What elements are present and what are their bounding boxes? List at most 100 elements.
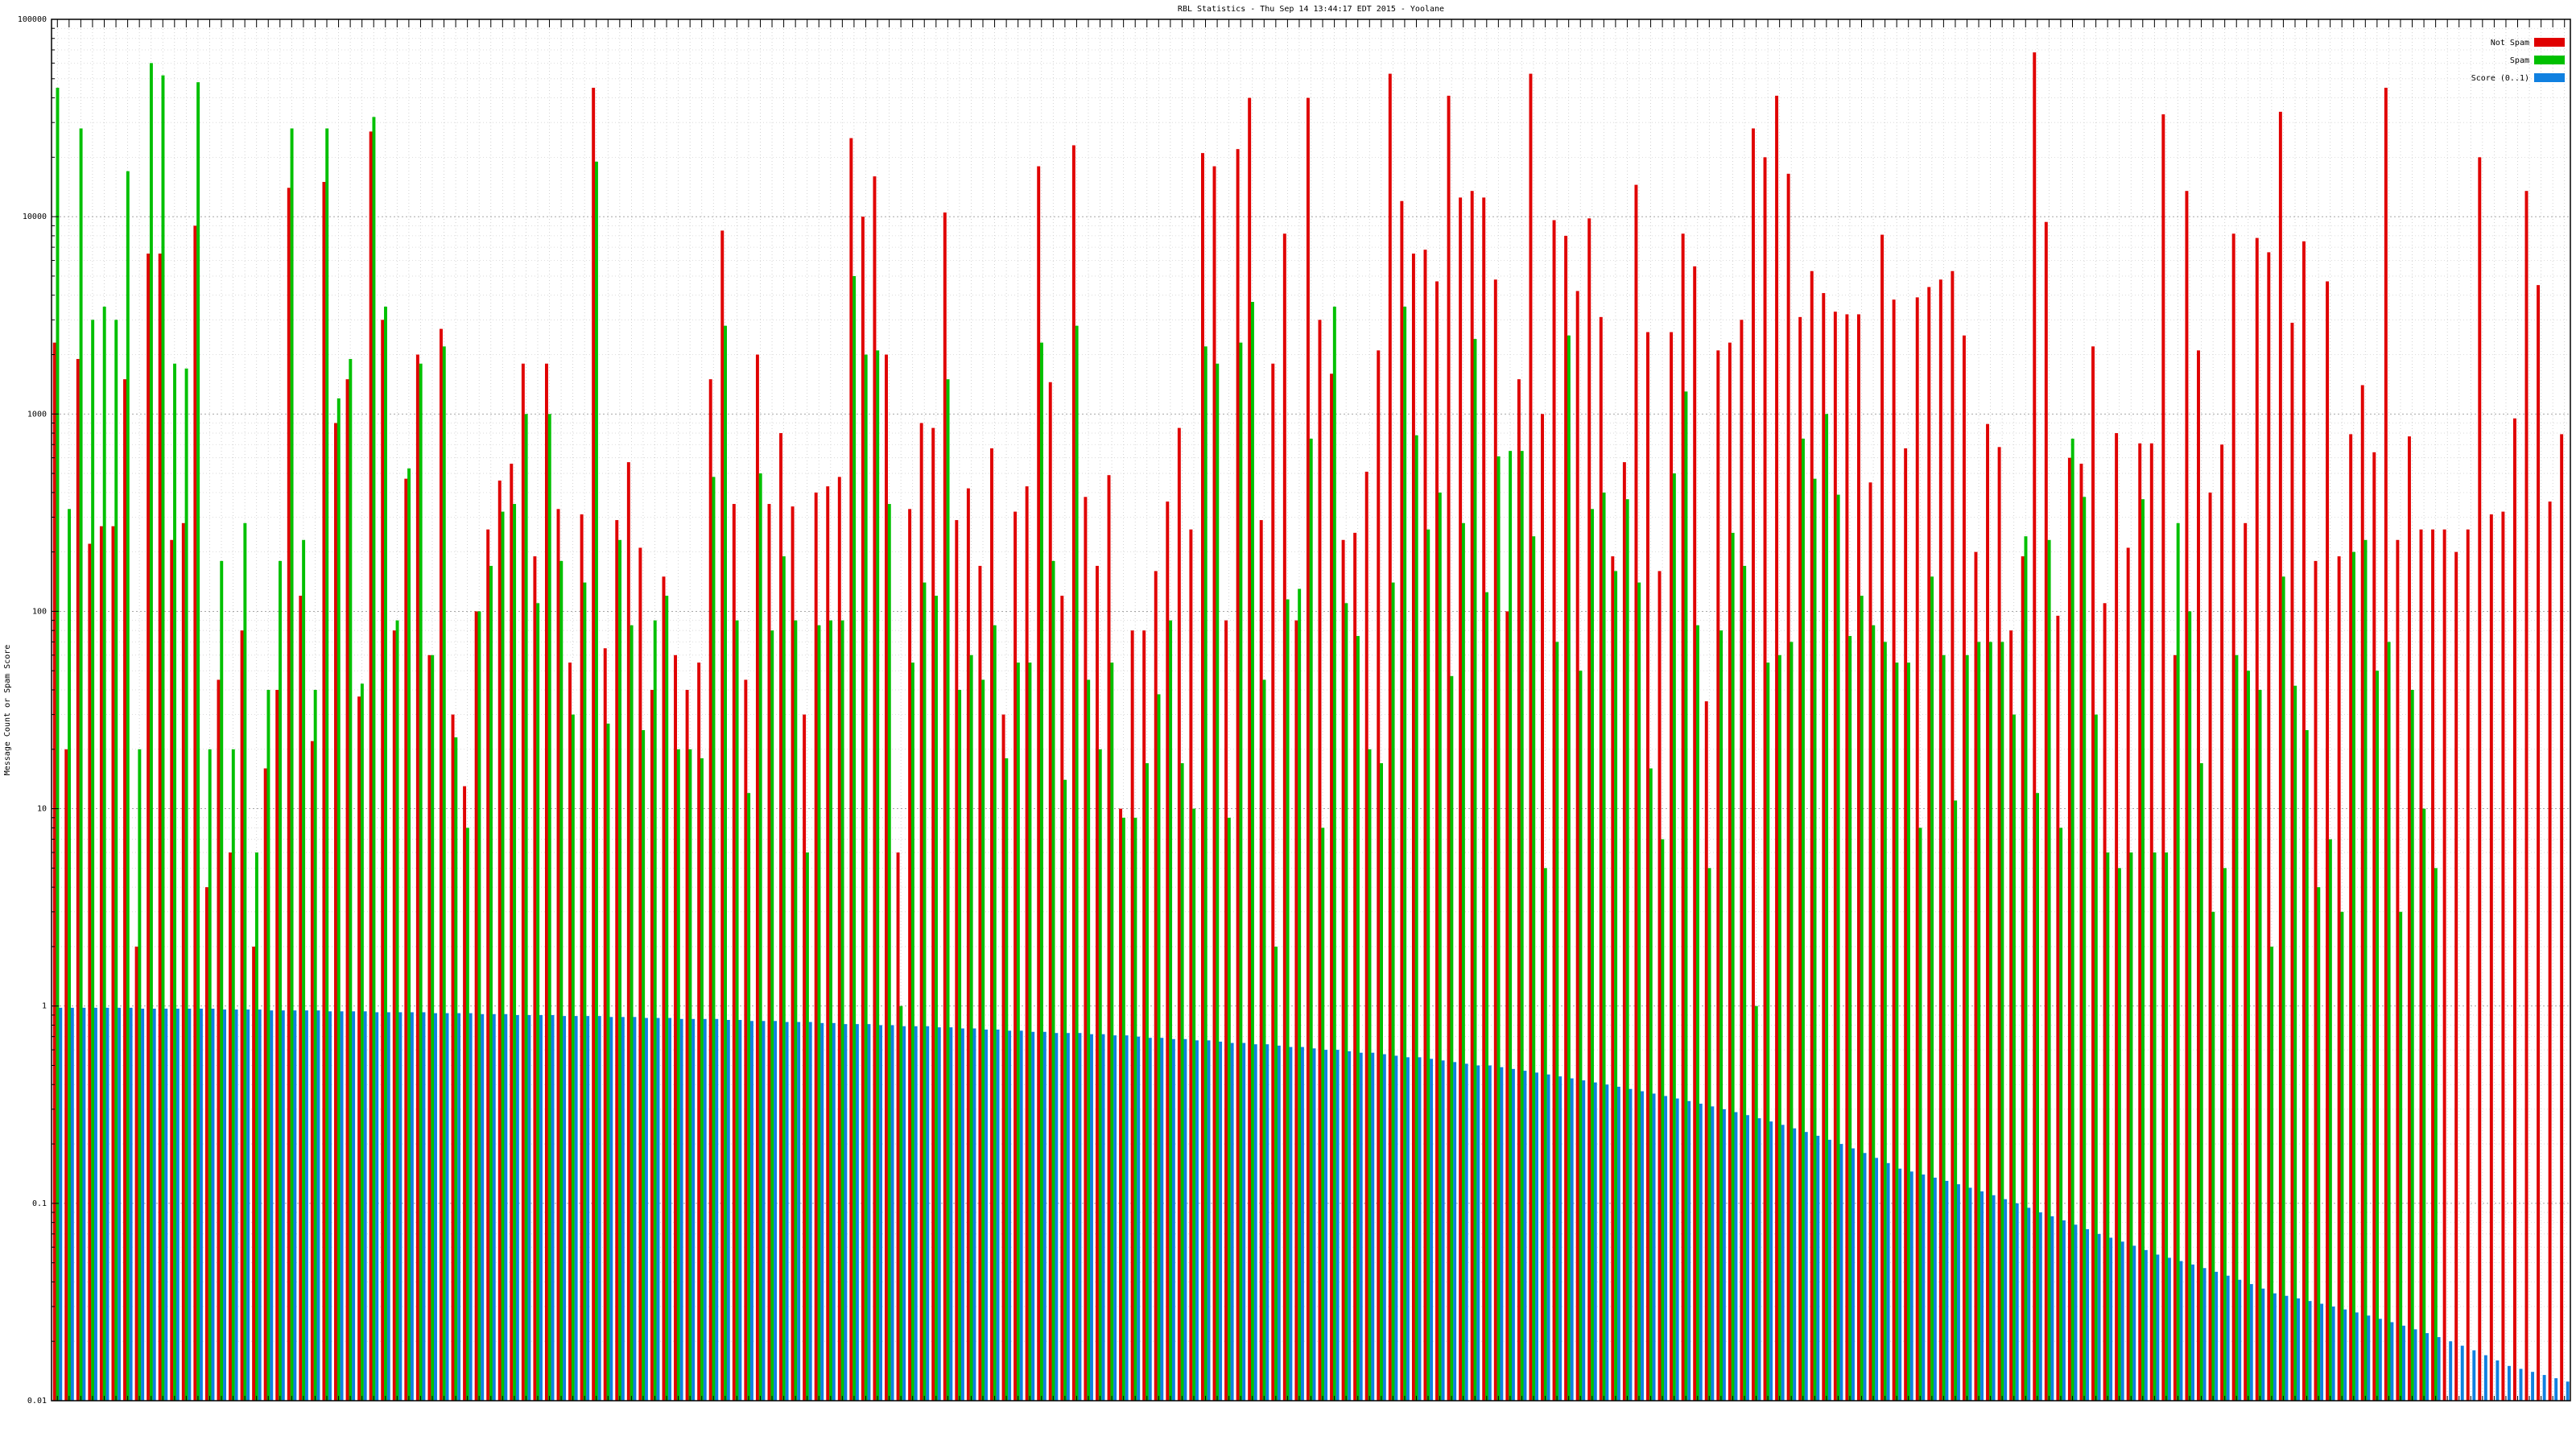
score-bar [281, 1010, 285, 1401]
spam-bar [161, 75, 165, 1402]
not-spam-bar [544, 363, 548, 1402]
score-bar [867, 1024, 871, 1401]
score-bar [118, 1007, 122, 1401]
spam-bar [1262, 679, 1266, 1401]
score-bar [832, 1022, 836, 1401]
not-spam-bar [1892, 299, 1896, 1401]
spam-bar [700, 758, 704, 1401]
spam-bar [1825, 414, 1829, 1401]
spam-bar [2270, 946, 2274, 1401]
spam-bar [419, 363, 423, 1402]
spam-bar [1555, 642, 1559, 1401]
score-bar [93, 1007, 97, 1401]
not-spam-bar [803, 714, 807, 1401]
not-spam-bar [1927, 287, 1931, 1401]
spam-bar [1731, 532, 1735, 1401]
not-spam-bar [732, 504, 736, 1401]
not-spam-bar [2009, 630, 2013, 1401]
score-bar [504, 1013, 508, 1401]
spam-bar [489, 565, 493, 1402]
score-bar [1078, 1033, 1082, 1401]
spam-bar [712, 477, 716, 1402]
not-spam-bar [2244, 522, 2248, 1401]
not-spam-bar [2115, 433, 2119, 1401]
not-spam-bar [990, 448, 993, 1402]
score-bar [1019, 1030, 1023, 1401]
score-bar [2425, 1333, 2429, 1401]
not-spam-bar [2231, 233, 2235, 1401]
score-bar [82, 1007, 86, 1401]
not-spam-bar [2138, 443, 2142, 1401]
spam-bar [442, 346, 446, 1402]
score-bar [1605, 1084, 1609, 1401]
not-spam-bar [2197, 350, 2200, 1401]
not-spam-bar [99, 526, 103, 1402]
not-spam-bar [556, 509, 560, 1401]
spam-bar [208, 749, 212, 1401]
not-spam-bar [1353, 532, 1357, 1401]
spam-bar [817, 625, 821, 1401]
not-spam-bar [2208, 492, 2212, 1401]
score-bar [551, 1014, 555, 1401]
score-bar [2413, 1329, 2417, 1401]
spam-bar [2363, 539, 2368, 1401]
not-spam-bar [1740, 320, 1744, 1401]
spam-bar [1906, 663, 1910, 1401]
spam-bar [384, 306, 387, 1401]
score-bar [1042, 1031, 1046, 1401]
not-spam-bar [1060, 596, 1064, 1401]
not-spam-bar [310, 741, 314, 1401]
score-bar [1359, 1052, 1363, 1401]
spam-bar [68, 509, 72, 1401]
not-spam-bar [263, 768, 267, 1401]
legend-swatch [2534, 73, 2565, 82]
not-spam-bar [533, 556, 537, 1401]
not-spam-bar [896, 852, 900, 1401]
not-spam-bar [826, 486, 830, 1401]
spam-bar [2399, 911, 2403, 1401]
spam-bar [1087, 679, 1091, 1401]
not-spam-bar [2326, 281, 2330, 1401]
score-bar [2285, 1295, 2289, 1401]
score-bar [2320, 1303, 2324, 1401]
score-bar [1382, 1054, 1386, 1401]
not-spam-bar [1470, 191, 1474, 1402]
score-bar [1793, 1128, 1797, 1401]
spam-bar [395, 620, 399, 1401]
not-spam-bar [1119, 808, 1123, 1401]
spam-bar [1520, 451, 1524, 1401]
score-bar [246, 1009, 250, 1401]
score-bar [1898, 1168, 1902, 1401]
score-bar [2238, 1279, 2242, 1401]
score-bar [1699, 1104, 1703, 1401]
not-spam-bar [1529, 73, 1533, 1402]
spam-bar [1942, 654, 1946, 1401]
not-spam-bar [1423, 250, 1427, 1402]
spam-bar [2247, 671, 2250, 1401]
score-bar [1909, 1171, 1913, 1401]
not-spam-bar [2396, 539, 2400, 1401]
spam-bar [840, 620, 844, 1401]
not-spam-bar [1634, 184, 1638, 1402]
score-bar [1757, 1118, 1761, 1401]
not-spam-bar [568, 663, 572, 1401]
not-spam-bar [134, 946, 138, 1401]
not-spam-bar [1248, 97, 1252, 1401]
spam-bar [887, 504, 891, 1401]
score-bar [797, 1022, 801, 1401]
spam-bar [665, 596, 669, 1401]
score-bar [2308, 1301, 2312, 1401]
score-bar [2226, 1275, 2230, 1401]
not-spam-bar [369, 131, 373, 1401]
not-spam-bar [275, 689, 279, 1401]
not-spam-bar [204, 887, 208, 1401]
score-bar [1453, 1062, 1457, 1401]
score-bar [398, 1012, 402, 1401]
not-spam-bar [451, 714, 455, 1401]
score-bar [258, 1009, 262, 1401]
spam-bar [1016, 663, 1020, 1401]
score-bar [1629, 1088, 1633, 1401]
spam-bar [1684, 391, 1688, 1402]
score-bar [527, 1014, 531, 1401]
not-spam-bar [170, 539, 174, 1401]
